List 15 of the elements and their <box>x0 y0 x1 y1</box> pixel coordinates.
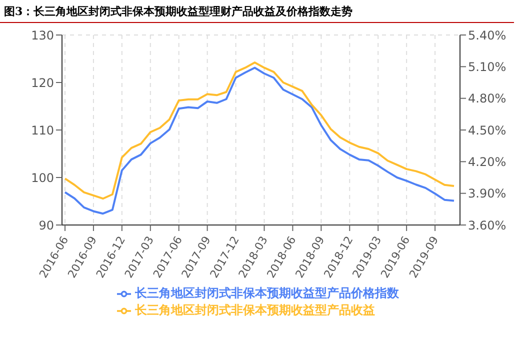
y-tick-label: 90 <box>38 218 54 232</box>
y2-tick-label: 4.20% <box>468 154 506 169</box>
y2-tick-label: 5.10% <box>468 60 506 74</box>
y2-tick-label: 3.60% <box>468 218 506 232</box>
y2-tick-label: 4.80% <box>468 92 506 106</box>
y2-tick-label: 4.50% <box>468 123 506 138</box>
y-tick-label: 120 <box>31 76 54 90</box>
legend-label: 长三角地区封闭式非保本预期收益型产品收益 <box>135 303 375 317</box>
y2-tick-label: 5.40% <box>468 28 506 42</box>
chart-title: 图3：长三角地区封闭式非保本预期收益型理财产品收益及价格指数走势 <box>0 0 514 23</box>
y2-tick-label: 3.90% <box>468 186 506 201</box>
y-tick-label: 100 <box>31 170 54 185</box>
y-tick-label: 130 <box>31 28 54 42</box>
y-tick-label: 110 <box>31 123 54 138</box>
legend-label: 长三角地区封闭式非保本预期收益型产品价格指数 <box>135 286 399 300</box>
